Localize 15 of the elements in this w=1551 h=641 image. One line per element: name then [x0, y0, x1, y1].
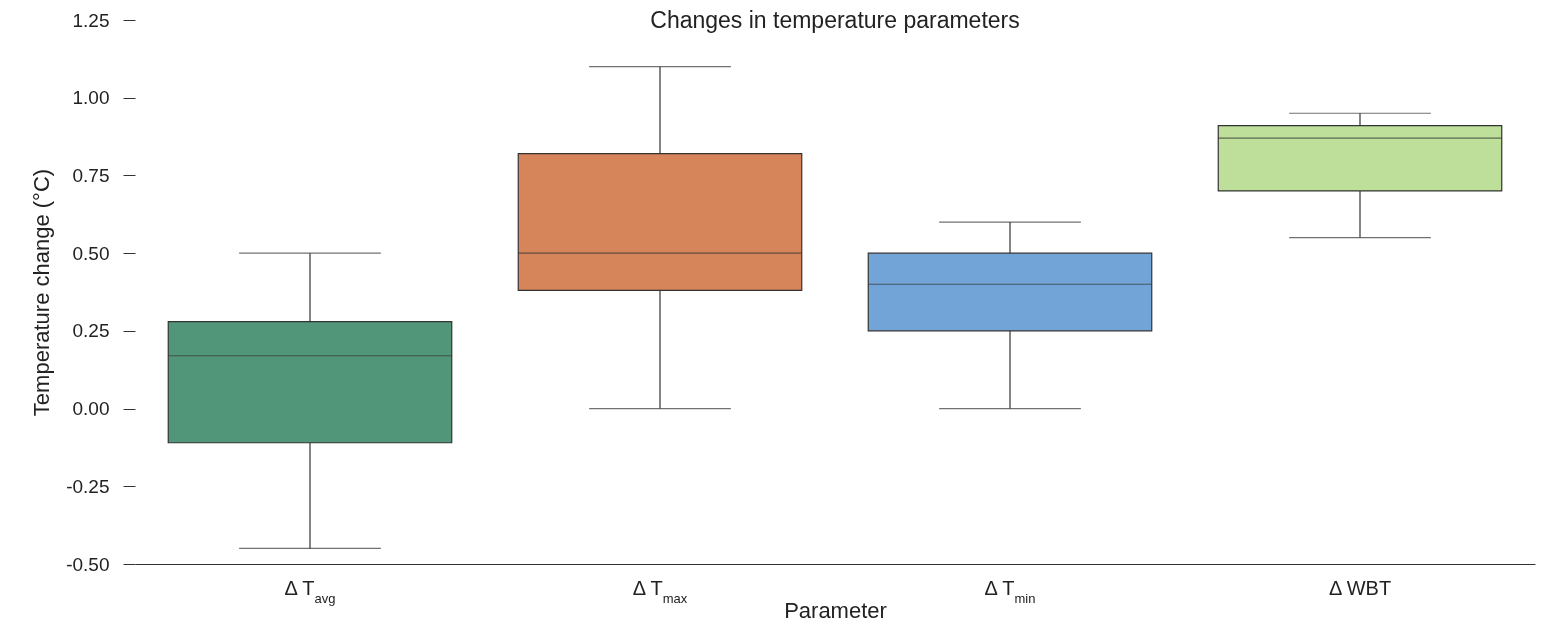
- y-tick-label: -0.25: [66, 475, 110, 497]
- y-tick-label: 0.00: [72, 398, 110, 420]
- x-axis-title: Parameter: [784, 597, 887, 623]
- x-tick-label: Δ T$_{min}$: [984, 576, 1036, 605]
- y-tick-label: 1.00: [72, 87, 110, 109]
- x-tick-label: Δ WBT: [1328, 576, 1392, 599]
- y-tick-label: -0.50: [66, 553, 110, 575]
- y-tick-label: 0.50: [72, 242, 110, 264]
- x-tick-label: Δ T$_{avg}$: [284, 576, 336, 605]
- y-axis-title: Temperature change (°C): [29, 168, 55, 417]
- chart-title: Changes in temperature parameters: [650, 7, 1020, 33]
- y-tick-label: 0.25: [72, 320, 110, 342]
- y-tick-label: 1.25: [72, 9, 110, 31]
- x-tick-label: Δ T$_{max}$: [632, 576, 688, 605]
- y-tick-label: 0.75: [72, 164, 110, 186]
